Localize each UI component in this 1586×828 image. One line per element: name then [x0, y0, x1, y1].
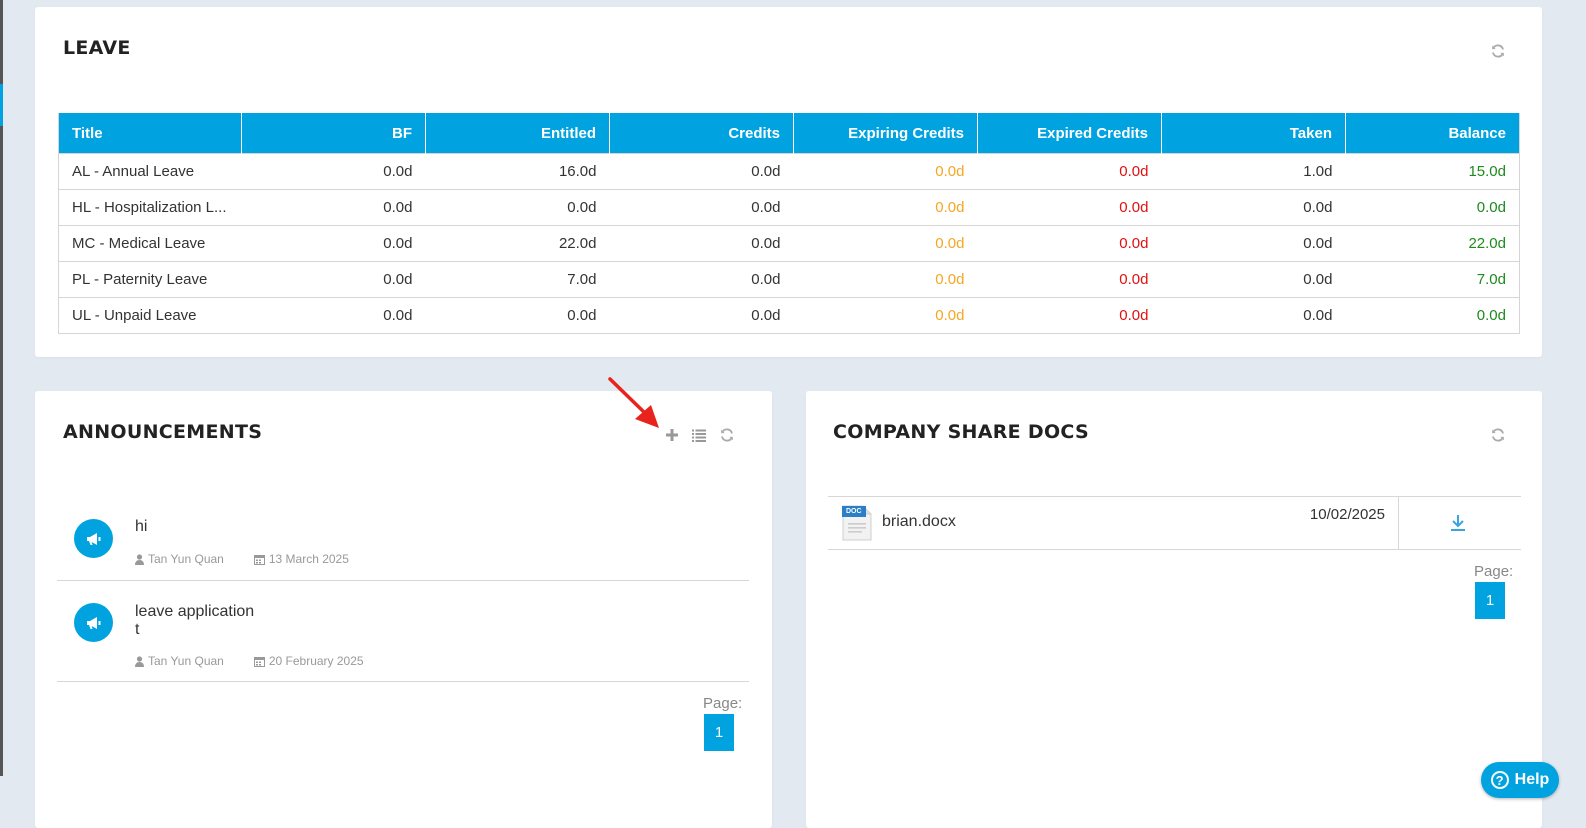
credits-value: 0.0d	[609, 225, 794, 262]
page-button[interactable]: 1	[1475, 582, 1505, 619]
entitled-value: 22.0d	[425, 225, 610, 262]
announcements-card: ANNOUNCEMENTS hi Tan Yun Quan	[35, 377, 772, 828]
expiring-credits-value: 0.0d	[793, 153, 978, 190]
bf-value: 0.0d	[241, 189, 426, 226]
calendar-icon	[253, 656, 265, 667]
refresh-icon[interactable]	[1490, 43, 1506, 59]
pagination-label: Page:	[1474, 563, 1514, 580]
refresh-icon[interactable]	[719, 427, 735, 443]
company-share-docs-card: COMPANY SHARE DOCS DOC brian.docx 10/02/…	[806, 391, 1542, 828]
leave-card: LEAVE Title BF Entitled Credits Expiring…	[35, 7, 1542, 357]
col-expiring-credits[interactable]: Expiring Credits	[793, 113, 978, 154]
leave-table: Title BF Entitled Credits Expiring Credi…	[58, 113, 1520, 334]
announcement-author: Tan Yun Quan	[148, 654, 224, 668]
entitled-value: 0.0d	[425, 297, 610, 334]
announcement-date: 20 February 2025	[268, 654, 364, 668]
expiring-credits-value: 0.0d	[793, 261, 978, 298]
expiring-credits-value: 0.0d	[793, 189, 978, 226]
doc-icon-label: DOC	[846, 508, 862, 515]
taken-value: 0.0d	[1161, 225, 1346, 262]
expiring-credits-value: 0.0d	[793, 297, 978, 334]
leave-type: PL - Paternity Leave	[58, 261, 242, 298]
col-taken[interactable]: Taken	[1161, 113, 1346, 154]
doc-file-name[interactable]: brian.docx	[882, 513, 956, 530]
leave-table-header: Title BF Entitled Credits Expiring Credi…	[58, 113, 1520, 154]
col-bf[interactable]: BF	[241, 113, 426, 154]
credits-value: 0.0d	[609, 297, 794, 334]
table-row: PL - Paternity Leave 0.0d 7.0d 0.0d 0.0d…	[58, 261, 1520, 298]
announcement-date: 13 March 2025	[268, 552, 349, 566]
doc-file-icon: DOC	[842, 505, 872, 541]
expiring-credits-value: 0.0d	[793, 225, 978, 262]
entitled-value: 7.0d	[425, 261, 610, 298]
taken-value: 0.0d	[1161, 189, 1346, 226]
download-icon[interactable]	[1450, 514, 1466, 532]
leave-type: UL - Unpaid Leave	[58, 297, 242, 334]
announcement-meta: Tan Yun Quan 20 February 2025	[135, 654, 364, 668]
bf-value: 0.0d	[241, 153, 426, 190]
expired-credits-value: 0.0d	[977, 297, 1162, 334]
list-item[interactable]: hi Tan Yun Quan 13 March 2025	[57, 495, 749, 581]
megaphone-icon	[74, 519, 113, 558]
page-button[interactable]: 1	[704, 714, 734, 751]
table-row: DOC brian.docx 10/02/2025	[828, 496, 1521, 550]
company-share-docs-title: COMPANY SHARE DOCS	[833, 421, 1089, 443]
announcement-title[interactable]: hi	[135, 518, 148, 535]
table-row: AL - Annual Leave 0.0d 16.0d 0.0d 0.0d 0…	[58, 153, 1520, 190]
bf-value: 0.0d	[241, 297, 426, 334]
calendar-icon	[253, 554, 265, 565]
entitled-value: 16.0d	[425, 153, 610, 190]
help-label: Help	[1514, 771, 1550, 788]
balance-value: 0.0d	[1345, 297, 1520, 334]
credits-value: 0.0d	[609, 261, 794, 298]
leave-title: LEAVE	[63, 37, 131, 59]
leave-type: HL - Hospitalization L...	[58, 189, 242, 226]
help-button[interactable]: ? Help	[1481, 762, 1559, 798]
taken-value: 0.0d	[1161, 261, 1346, 298]
list-view-icon[interactable]	[691, 427, 707, 443]
credits-value: 0.0d	[609, 153, 794, 190]
col-expired-credits[interactable]: Expired Credits	[977, 113, 1162, 154]
announcements-title: ANNOUNCEMENTS	[63, 421, 263, 443]
refresh-icon[interactable]	[1490, 427, 1506, 443]
taken-value: 1.0d	[1161, 153, 1346, 190]
left-sidebar-edge	[0, 0, 3, 776]
announcement-author: Tan Yun Quan	[148, 552, 224, 566]
credits-value: 0.0d	[609, 189, 794, 226]
pagination-label: Page:	[703, 695, 743, 712]
left-sidebar-active-marker	[0, 84, 3, 126]
expired-credits-value: 0.0d	[977, 225, 1162, 262]
leave-type: AL - Annual Leave	[58, 153, 242, 190]
table-row: HL - Hospitalization L... 0.0d 0.0d 0.0d…	[58, 189, 1520, 226]
announcement-title[interactable]: leave application t	[135, 603, 255, 638]
bf-value: 0.0d	[241, 225, 426, 262]
expired-credits-value: 0.0d	[977, 189, 1162, 226]
col-balance[interactable]: Balance	[1345, 113, 1520, 154]
col-credits[interactable]: Credits	[609, 113, 794, 154]
question-icon: ?	[1490, 771, 1509, 789]
announcement-meta: Tan Yun Quan 13 March 2025	[135, 552, 349, 566]
megaphone-icon	[74, 603, 113, 642]
col-title[interactable]: Title	[58, 113, 242, 154]
balance-value: 0.0d	[1345, 189, 1520, 226]
user-icon	[135, 553, 144, 565]
bf-value: 0.0d	[241, 261, 426, 298]
taken-value: 0.0d	[1161, 297, 1346, 334]
annotation-arrow-icon	[608, 377, 659, 428]
expired-credits-value: 0.0d	[977, 153, 1162, 190]
leave-type: MC - Medical Leave	[58, 225, 242, 262]
expired-credits-value: 0.0d	[977, 261, 1162, 298]
user-icon	[135, 655, 144, 667]
list-item[interactable]: leave application t Tan Yun Quan 20 Febr…	[57, 580, 749, 682]
table-row: MC - Medical Leave 0.0d 22.0d 0.0d 0.0d …	[58, 225, 1520, 262]
col-entitled[interactable]: Entitled	[425, 113, 610, 154]
add-announcement-icon[interactable]	[664, 427, 680, 443]
doc-row-divider	[1398, 497, 1399, 549]
balance-value: 7.0d	[1345, 261, 1520, 298]
balance-value: 22.0d	[1345, 225, 1520, 262]
balance-value: 15.0d	[1345, 153, 1520, 190]
entitled-value: 0.0d	[425, 189, 610, 226]
table-row: UL - Unpaid Leave 0.0d 0.0d 0.0d 0.0d 0.…	[58, 297, 1520, 334]
doc-file-date: 10/02/2025	[1309, 506, 1385, 523]
